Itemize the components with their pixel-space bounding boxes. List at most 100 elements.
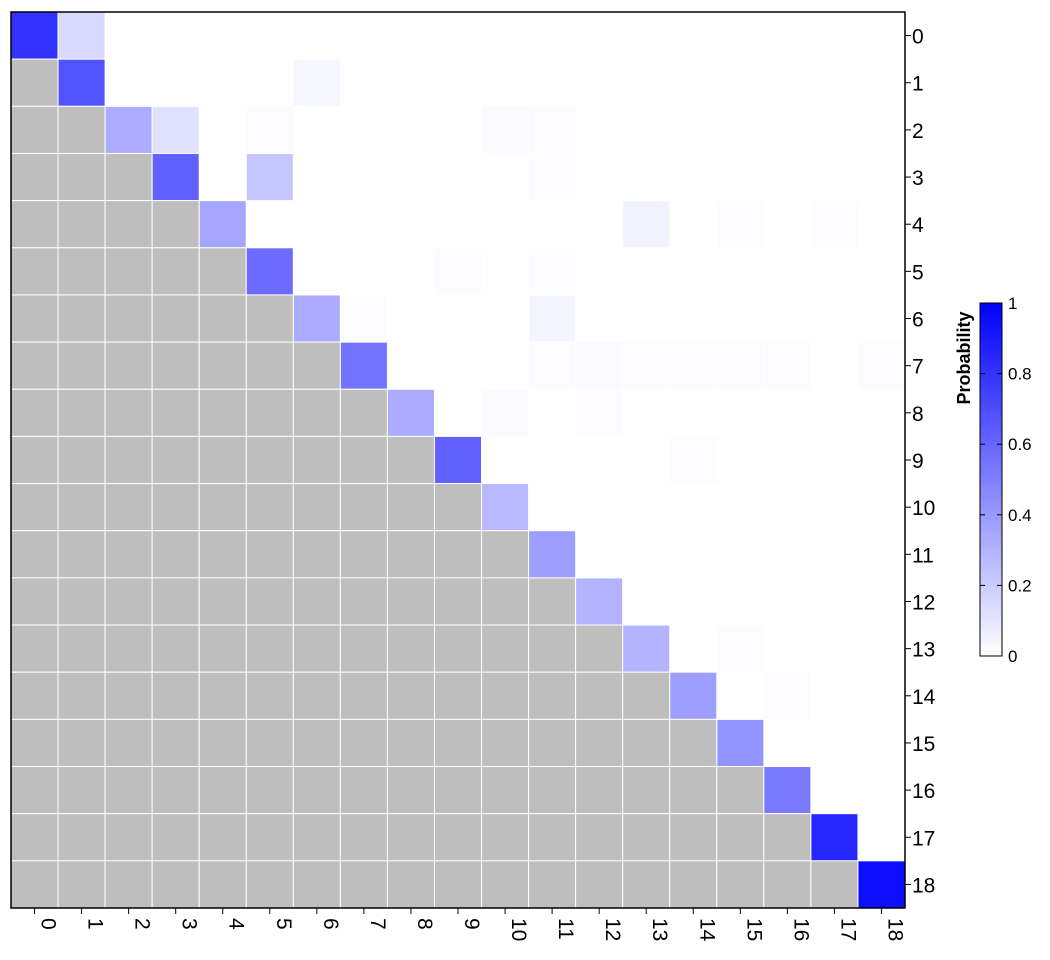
masked-cell (386, 483, 435, 532)
masked-cell (433, 813, 483, 862)
masked-cell (481, 813, 530, 862)
heatmap-cell (622, 436, 670, 484)
heatmap-cell (387, 12, 435, 60)
heatmap-cell (763, 483, 811, 531)
x-tick-label: 3 (178, 918, 201, 930)
heatmap-cell (622, 341, 671, 390)
heatmap-cell (481, 59, 529, 107)
masked-cell (198, 813, 247, 862)
masked-cell (57, 388, 106, 437)
y-tick-label: 10 (912, 497, 935, 520)
masked-cell (386, 530, 435, 579)
heatmap-cell (810, 247, 858, 295)
heatmap-cell (857, 530, 905, 578)
heatmap-cell (152, 12, 200, 60)
heatmap-cell (340, 200, 388, 248)
heatmap-cell (810, 59, 858, 107)
heatmap-cell (669, 59, 717, 107)
masked-cell (716, 813, 765, 862)
heatmap-cell (433, 435, 483, 485)
masked-cell (386, 718, 435, 768)
heatmap-cell (810, 294, 858, 343)
masked-cell (292, 860, 341, 909)
masked-cell (339, 813, 388, 862)
x-axis: 0 1 2 3 4 5 6 7 8 9 10 11 12 13 14 15 16 17 18 (34, 908, 906, 942)
heatmap-cell (434, 59, 482, 107)
heatmap-cell (810, 200, 859, 249)
y-tick-label: 5 (912, 261, 924, 284)
masked-cell (622, 860, 671, 909)
heatmap-cell (575, 200, 623, 248)
masked-cell (104, 483, 153, 532)
masked-cell (481, 766, 530, 815)
masked-cell (810, 860, 859, 909)
masked-cell (57, 247, 106, 296)
heatmap-cell (340, 12, 388, 60)
masked-cell (245, 341, 294, 390)
masked-cell (575, 813, 624, 862)
heatmap-cell (857, 247, 905, 295)
masked-cell (198, 718, 247, 768)
masked-cell (198, 671, 247, 720)
masked-cell (292, 624, 341, 673)
masked-cell (669, 766, 718, 815)
heatmap-cell (622, 106, 670, 154)
heatmap-cell (199, 153, 247, 201)
heatmap-cell (716, 294, 764, 343)
masked-cell (245, 860, 294, 909)
masked-cell (198, 388, 247, 437)
heatmap-cell (622, 200, 671, 249)
heatmap-cell (857, 860, 906, 909)
masked-cell (763, 860, 812, 909)
y-tick-label: 11 (912, 544, 934, 567)
heatmap-cell (528, 105, 577, 154)
colorbar-gradient (979, 302, 1003, 657)
heatmap-cell (810, 577, 858, 626)
masked-cell (481, 671, 530, 720)
heatmap-cell (716, 530, 764, 578)
x-tick-label: 15 (742, 918, 765, 941)
y-tick-label: 14 (912, 686, 936, 709)
y-tick-label: 18 (912, 874, 935, 897)
heatmap-cell (716, 247, 764, 295)
x-tick-label: 8 (413, 918, 436, 930)
heatmap-cell (575, 59, 623, 107)
masked-cell (151, 624, 200, 673)
x-tick-label: 5 (272, 918, 295, 930)
masked-cell (151, 200, 200, 249)
heatmap-cell (340, 153, 388, 201)
masked-cell (716, 766, 765, 815)
masked-cell (481, 860, 530, 909)
heatmap-cell (763, 200, 811, 248)
heatmap-cell (387, 342, 435, 390)
heatmap-cell (716, 59, 764, 107)
heatmap-cell (481, 436, 529, 484)
heatmap-cell (763, 389, 811, 437)
heatmap-cell (857, 436, 905, 484)
masked-cell (10, 483, 59, 532)
heatmap-cell (857, 672, 905, 720)
x-tick-label: 13 (648, 918, 671, 941)
heatmap-cell (528, 200, 576, 248)
masked-cell (575, 671, 624, 720)
heatmap-cell (386, 388, 435, 437)
heatmap-cell (716, 389, 764, 437)
heatmap-cell (622, 389, 670, 437)
heatmap-cell (669, 671, 718, 720)
heatmap-cell (387, 294, 435, 343)
heatmap-cell (199, 59, 247, 107)
masked-cell (10, 105, 59, 154)
heatmap-cell (528, 483, 576, 531)
masked-cell (151, 294, 200, 343)
heatmap-cell (245, 105, 294, 154)
colorbar-tick-label: 0.4 (1008, 506, 1032, 525)
masked-cell (198, 577, 247, 626)
heatmap-cell (622, 577, 670, 626)
heatmap-cell (245, 152, 294, 202)
masked-cell (104, 813, 153, 862)
colorbar-tick-label: 0.2 (1008, 576, 1032, 595)
heatmap-cell (763, 106, 811, 154)
heatmap-cell (763, 59, 811, 107)
heatmap-cell (246, 200, 294, 248)
